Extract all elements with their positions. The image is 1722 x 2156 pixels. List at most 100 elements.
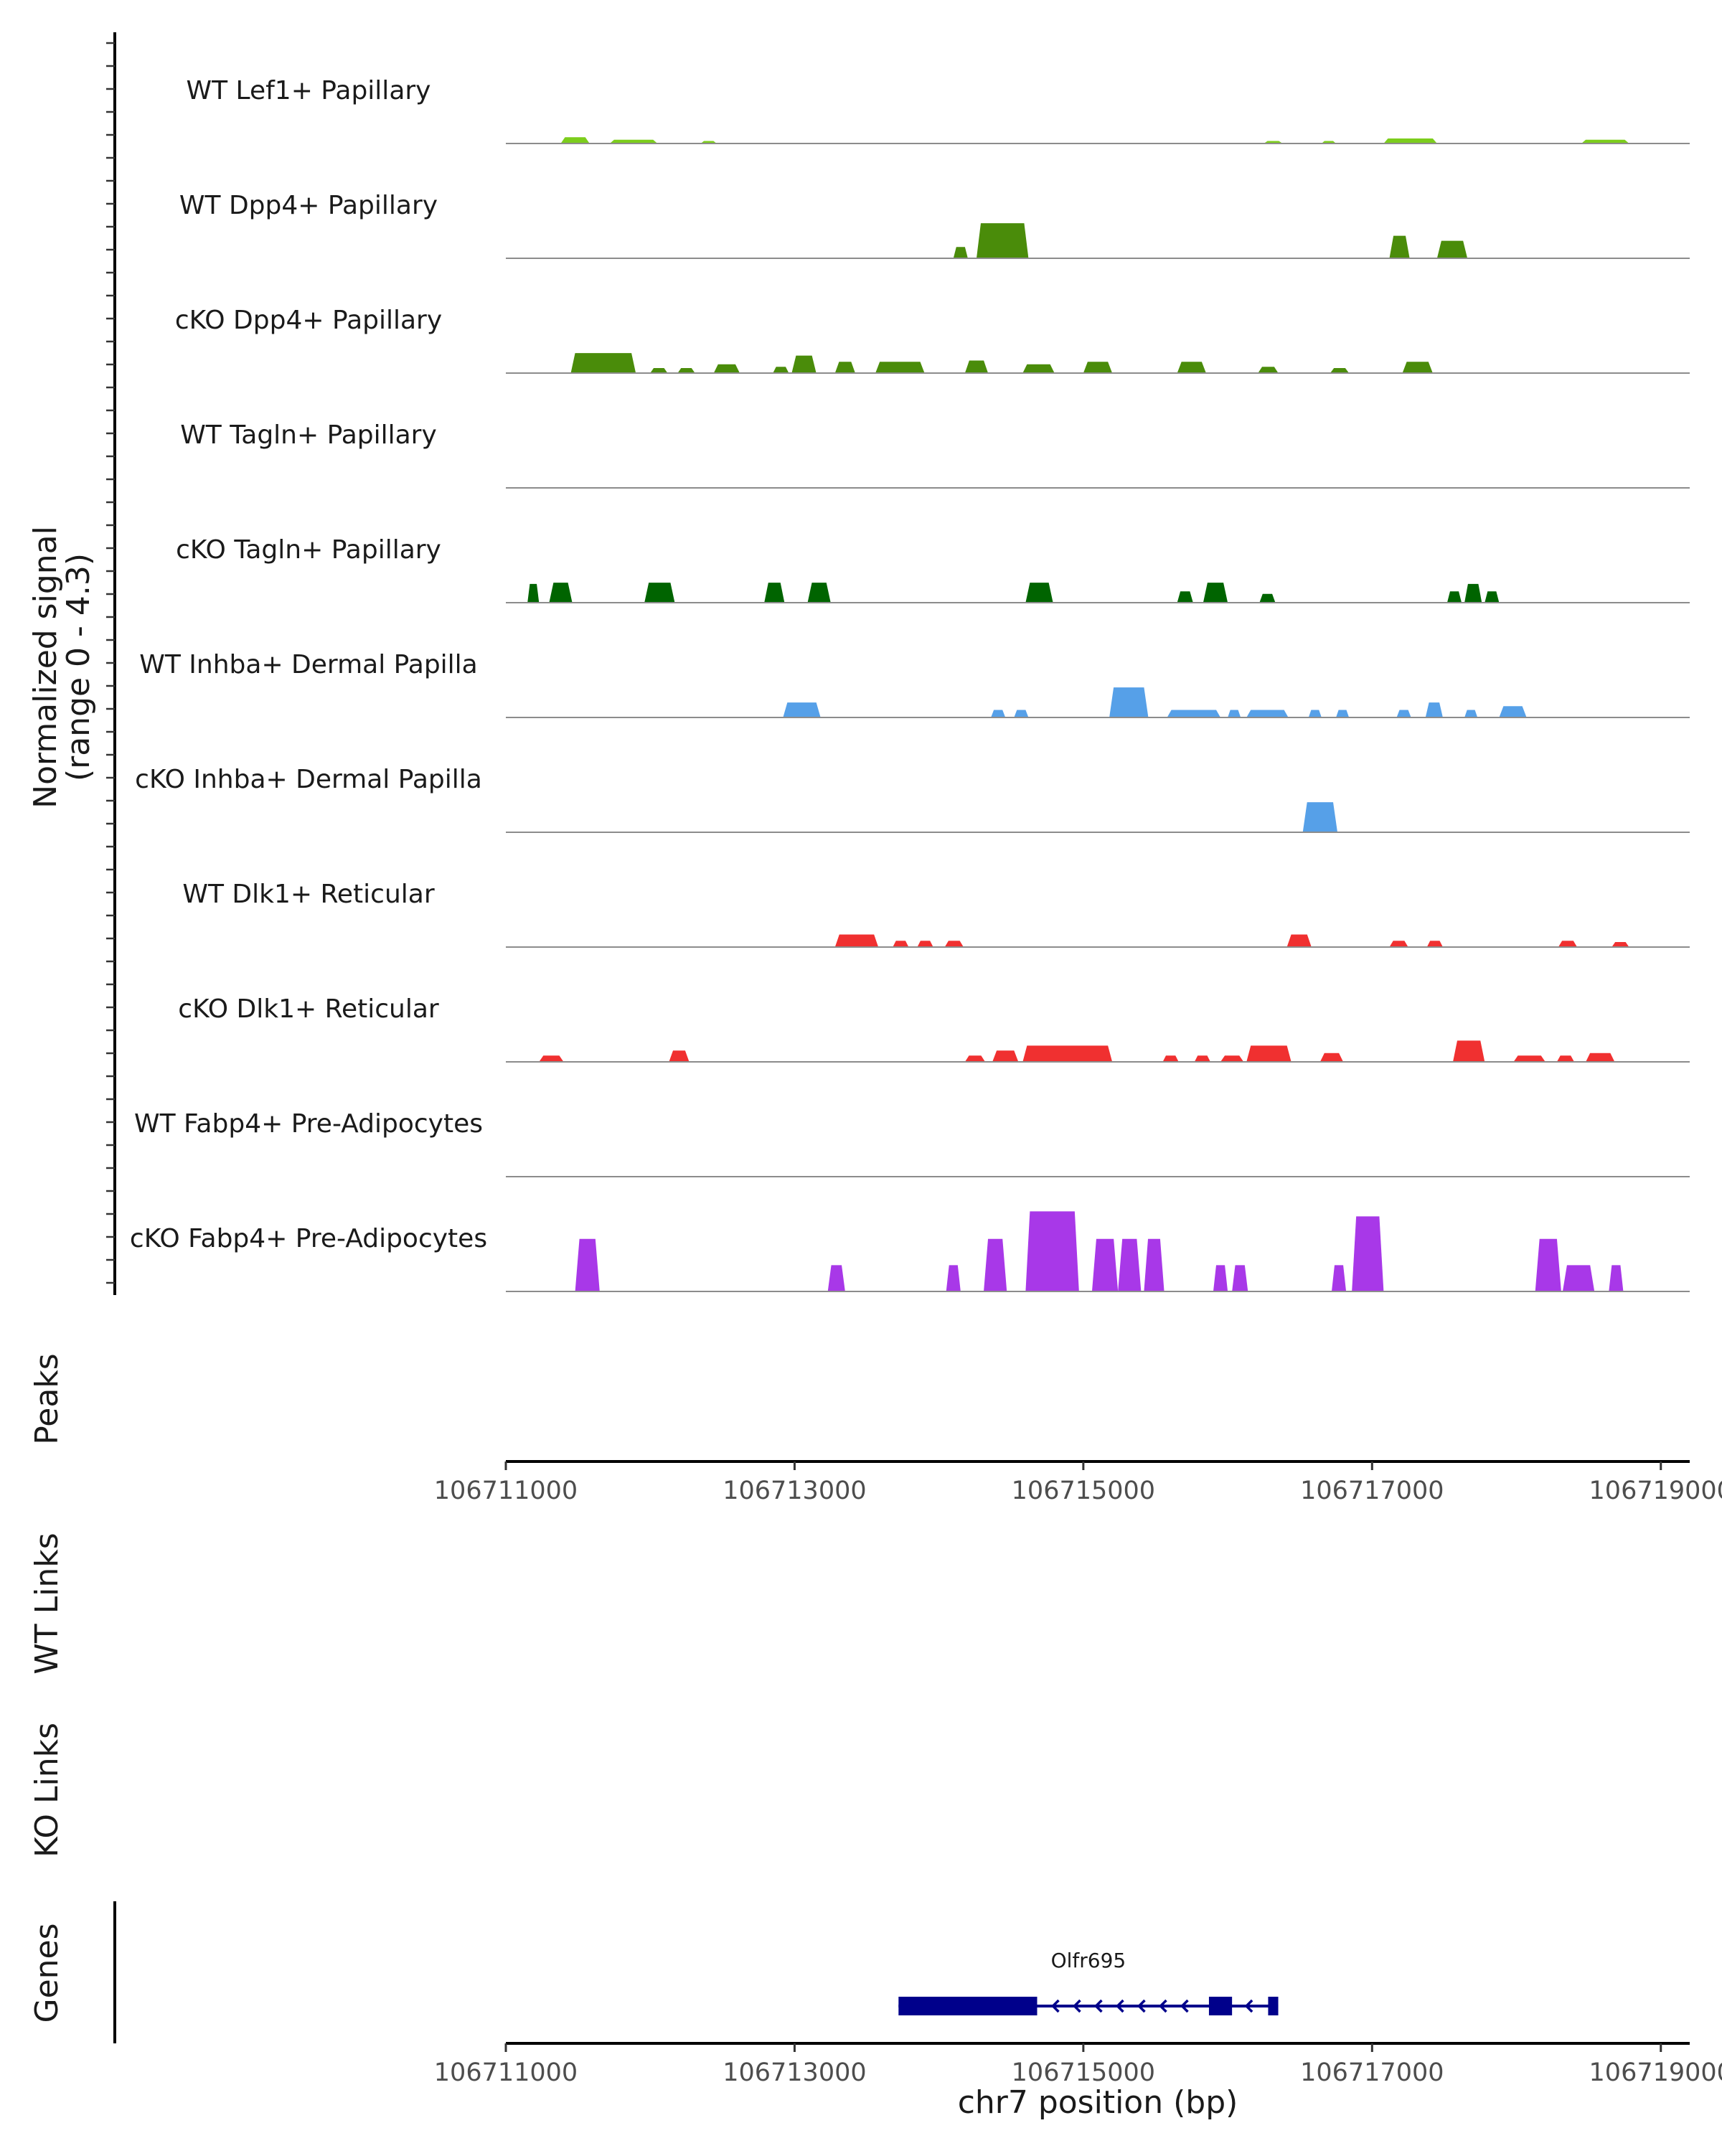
x-tick-label: 106713000 [723,2058,866,2087]
track-8: WT Dlk1+ Reticular [182,880,1690,948]
coverage-peak [1402,362,1433,373]
x-axis-title: chr7 position (bp) [958,2084,1238,2121]
x-tick-label: 106711000 [434,1477,578,1505]
coverage-peak [570,353,636,373]
coverage-peak [893,941,909,947]
track-label: WT Lef1+ Papillary [187,76,431,105]
coverage-tracks: WT Lef1+ Papillary WT Dpp4+ Papillary cKO … [130,76,1690,1292]
track-label: cKO Fabp4+ Pre-Adipocytes [130,1224,487,1253]
coverage-peak [560,137,590,143]
coverage-peak [953,247,968,258]
gene-exon [1208,1997,1233,2015]
coverage-peak [1389,235,1410,258]
coverage-peak [1213,1265,1228,1291]
coverage-peak [1389,941,1408,947]
coverage-peak [944,941,964,947]
coverage-peak [976,223,1029,258]
coverage-peak [1464,710,1478,717]
strand-arrow [1137,1999,1146,2013]
track-4: WT Tagln+ Papillary [180,420,1690,489]
coverage-peak [1446,591,1462,603]
coverage-peak [764,583,785,603]
track-label: WT Dlk1+ Reticular [182,880,434,909]
coverage-peak [946,1265,961,1291]
track-label: WT Dpp4+ Papillary [179,191,438,220]
coverage-peak [1464,583,1482,603]
track-label: WT Inhba+ Dermal Papilla [139,650,477,679]
coverage-peak [1352,1216,1384,1291]
coverage-peak [1513,1055,1545,1062]
coverage-peak [917,941,933,947]
x-tick-label: 106713000 [723,1477,866,1505]
x-tick-label: 106717000 [1300,1477,1444,1505]
track-5: cKO Tagln+ Papillary [176,535,1690,603]
coverage-peak [791,355,817,373]
coverage-peak [964,1055,986,1062]
gene-exon [1268,1997,1279,2015]
peaks-panel-label: Peaks [29,1353,65,1444]
coverage-peak [1426,941,1443,947]
coverage-peak [807,583,831,603]
coverage-peak [1258,367,1279,373]
coverage-peak [1331,1265,1347,1291]
coverage-peak [575,1238,600,1291]
y-axis-title-line1: Normalized signal [27,526,64,809]
coverage-peak [1499,706,1527,717]
coverage-peak [1586,1053,1615,1062]
coverage-peak [1556,1055,1575,1062]
signal-y-axis [106,32,116,1295]
coverage-peak [1319,1053,1344,1062]
track-9: cKO Dlk1+ Reticular [178,994,1690,1063]
coverage-peak [1259,593,1276,603]
track-11: cKO Fabp4+ Pre-Adipocytes [130,1211,1690,1292]
coverage-peak [1228,710,1241,717]
coverage-peak [1308,710,1322,717]
gene-exon [898,1997,1038,2015]
x-axis-lower: 106711000 106713000 106715000 106717000 1067… [434,2042,1722,2087]
x-tick-label: 106719000 [1589,2058,1722,2087]
coverage-peak [609,139,658,143]
track-label: cKO Dlk1+ Reticular [178,994,439,1024]
coverage-peak [713,364,740,373]
coverage-peak [539,1055,564,1062]
coverage-peak [527,583,540,603]
coverage-peak [1194,1055,1210,1062]
coverage-peak [669,1050,690,1062]
ko-links-panel-label: KO Links [29,1723,65,1858]
coverage-peak [834,934,879,947]
coverage-peak [1177,591,1193,603]
coverage-peak [783,702,821,717]
strand-arrow [1116,1999,1124,2013]
gene-annotation-track [898,1997,1279,2015]
coverage-peak [1109,687,1149,717]
coverage-peak [650,368,668,373]
coverage-peak [1025,583,1053,603]
coverage-peak [549,583,573,603]
coverage-peak [1302,802,1338,832]
x-tick-label: 106719000 [1589,1477,1722,1505]
coverage-peak [1383,138,1437,143]
coverage-peak [875,362,925,373]
coverage-peak [1453,1040,1485,1062]
coverage-peak [1162,1055,1179,1062]
strand-arrow [1094,1999,1103,2013]
coverage-peak [1025,1211,1079,1291]
coverage-peak [1535,1238,1561,1291]
coverage-peak [1246,1045,1292,1062]
coverage-peak [1083,362,1113,373]
coverage-peak [834,362,855,373]
track-6: WT Inhba+ Dermal Papilla [139,650,1690,718]
x-tick-label: 106711000 [434,2058,578,2087]
coverage-peak [1612,942,1629,947]
coverage-peak [964,360,989,373]
wt-links-panel-label: WT Links [29,1533,65,1674]
track-label: WT Tagln+ Papillary [180,420,437,450]
strand-arrow [1244,1999,1253,2013]
track-label: cKO Tagln+ Papillary [176,535,441,565]
coverage-peak [827,1265,845,1291]
coverage-peak [1177,362,1206,373]
coverage-peak [1232,1265,1248,1291]
strand-arrow [1073,1999,1081,2013]
coverage-peak [1014,710,1029,717]
